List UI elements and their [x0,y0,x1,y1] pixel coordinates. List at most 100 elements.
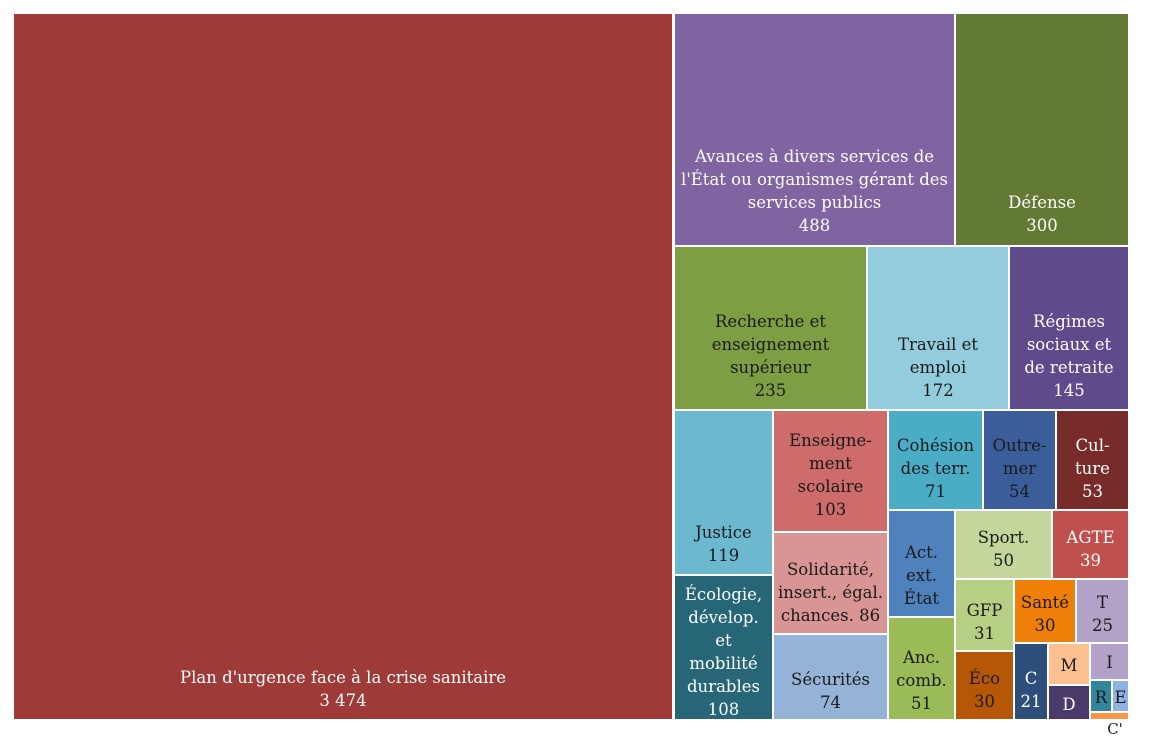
treemap-tile-i: I [1090,643,1129,680]
tile-value: 300 [1026,216,1058,235]
tile-label-line: État [903,589,940,608]
tile-value: 53 [1082,482,1103,501]
tile-label-line: Sport. [977,528,1030,547]
tile-label-line: Cul- [1075,436,1110,455]
treemap-tile-travail: Travail et emploi 172 [867,246,1009,410]
tile-label-line: enseignement [711,335,830,354]
treemap-tile-securites: Sécurités 74 [773,634,888,720]
tile-label-line: et [715,631,732,650]
tile-value: 31 [974,624,995,643]
treemap-tile-solidarite: Solidarité, insert., égal. chances. 86 [773,532,888,634]
tile-label-line: Outre- [992,436,1047,455]
tile-label-line: mer [1002,459,1037,478]
tile-label-line: E [1114,688,1127,707]
tile-label: Santé 30 [1015,591,1075,637]
tile-label: Sécurités 74 [774,668,887,714]
tile-label: R [1091,686,1111,709]
tile-label-line: l'État ou organismes gérant des [680,170,949,189]
tile-label: Recherche et enseignement supérieur 235 [675,310,866,402]
tile-label: Avances à divers services de l'État ou or… [675,145,954,237]
treemap-tile-avances: Avances à divers services de l'État ou or… [674,13,955,246]
tile-label: Régimes sociaux et de retraite 145 [1010,310,1128,402]
treemap-tile-r: R [1090,680,1112,712]
tile-value: 108 [707,700,740,719]
treemap-tile-t: T 25 [1076,579,1129,643]
tile-label: Cohésion des terr. 71 [889,434,982,503]
tile-label: I [1091,651,1128,674]
outside-label-cprime: C' [1107,720,1123,738]
tile-value: 25 [1092,616,1113,635]
tile-label-line: Recherche et [715,312,826,331]
tile-value: 30 [974,692,995,711]
treemap-tile-defense: Défense 300 [955,13,1129,246]
tile-label-line: chances. 86 [780,606,881,625]
tile-label-line: C [1024,669,1038,688]
tile-label: AGTE 39 [1053,526,1128,572]
tile-label-line: Act. [904,543,939,562]
tile-label: D [1049,693,1089,716]
treemap-tile-gfp: GFP 31 [955,579,1014,651]
tile-label-line: I [1106,653,1113,672]
tile-label-line: ture [1075,459,1110,478]
tile-label-line: Anc. [902,648,941,667]
tile-label: Anc. comb. 51 [889,646,954,715]
tile-label-line: Enseigne- [789,431,872,450]
tile-label-line: Travail et [897,335,979,354]
treemap-tile-ens_scol: Enseigne-ment scolaire 103 [773,410,888,532]
tile-label-line: Défense [1008,193,1076,212]
treemap-tile-cprime [1090,712,1129,720]
tile-value: 71 [925,482,946,501]
treemap-tile-d: D [1048,685,1090,720]
tile-value: 30 [1034,616,1056,635]
treemap-tile-c: C 21 [1014,643,1048,720]
treemap-tile-culture: Cul-ture 53 [1056,410,1129,510]
treemap-tile-sante: Santé 30 [1014,579,1076,643]
tile-value: 145 [1053,381,1085,400]
tile-label: Enseigne-ment scolaire 103 [774,429,887,521]
tile-label-line: Sécurités [791,670,870,689]
tile-value: 172 [922,381,954,400]
treemap-tile-recherche: Recherche et enseignement supérieur 235 [674,246,867,410]
tile-label: Sport. 50 [956,526,1051,572]
tile-label: E [1113,686,1128,709]
tile-label: GFP 31 [956,599,1013,645]
tile-label-line: ext. [906,566,937,585]
treemap-tile-regimes: Régimes sociaux et de retraite 145 [1009,246,1129,410]
tile-label-line: mobilité [689,654,758,673]
treemap-tile-cohesion: Cohésion des terr. 71 [888,410,983,510]
treemap-tile-outremer: Outre-mer 54 [983,410,1056,510]
tile-value: 3 474 [319,691,367,710]
tile-label: Plan d'urgence face à la crise sanitaire… [14,666,672,712]
tile-label: T 25 [1077,591,1128,637]
tile-label-line: Régimes [1033,312,1105,331]
tile-value: 54 [1009,482,1030,501]
tile-label-line: Cohésion [896,436,975,455]
tile-label: Cul-ture 53 [1057,434,1128,503]
tile-label-line: Avances à divers services de [694,147,935,166]
treemap-tile-agte: AGTE 39 [1052,510,1129,579]
tile-label-line: scolaire [797,477,864,496]
tile-label: Solidarité, insert., égal. chances. 86 [774,558,887,627]
tile-value: 119 [707,546,740,565]
tile-label-line: Plan d'urgence face à la crise sanitaire [179,668,507,687]
tile-label-line: emploi [909,358,967,377]
tile-label-line: Solidarité, [787,560,874,579]
tile-value: 74 [820,693,841,712]
tile-label-line: R [1094,688,1108,707]
treemap-tile-actext: Act. ext. État [888,510,955,617]
tile-label-line: sociaux et [1026,335,1112,354]
tile-label: Éco 30 [956,667,1013,713]
treemap-tile-e: E [1112,680,1129,712]
tile-label-line: Justice [695,523,752,542]
treemap-tile-sport: Sport. 50 [955,510,1052,579]
treemap-tile-eco: Éco 30 [955,651,1014,720]
tile-label: Travail et emploi 172 [868,333,1008,402]
treemap-tile-plan: Plan d'urgence face à la crise sanitaire… [13,13,673,720]
tile-label: M [1049,654,1089,677]
tile-label: Act. ext. État [889,541,954,610]
tile-label-line: T [1096,593,1108,612]
tile-label-line: M [1060,656,1078,675]
tile-label-line: de retraite [1024,358,1114,377]
tile-label-line: Santé [1020,593,1070,612]
